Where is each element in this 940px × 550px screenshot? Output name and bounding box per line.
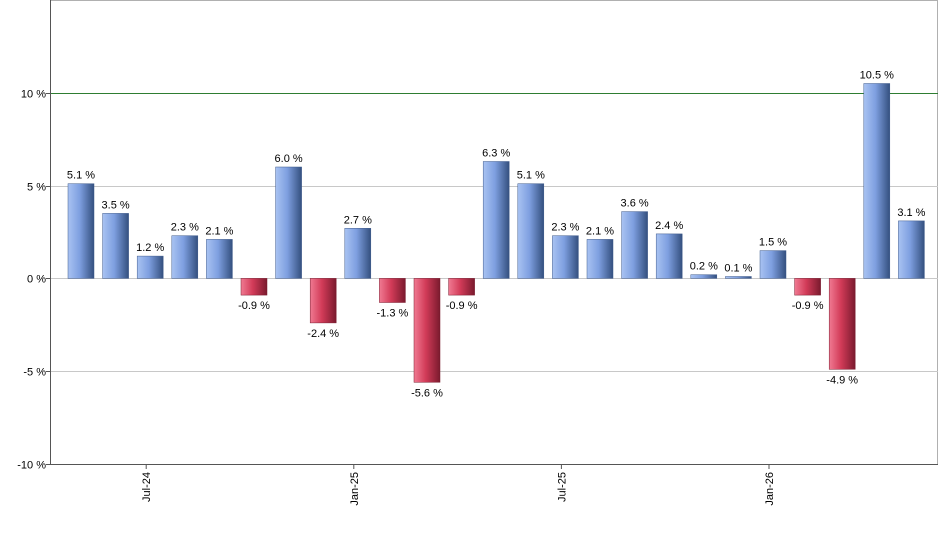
- data-label: 2.3 %: [551, 222, 579, 234]
- data-label: 3.1 %: [897, 207, 925, 219]
- bar: [552, 235, 579, 279]
- bar: [482, 161, 510, 279]
- data-label: 3.5 %: [102, 199, 130, 211]
- x-tick-label: Jul-25: [556, 472, 568, 502]
- data-label: 2.7 %: [344, 214, 372, 226]
- bar: [448, 278, 475, 296]
- bar: [655, 233, 683, 279]
- bar: [863, 83, 891, 279]
- bar: [898, 220, 925, 279]
- y-tick-label: 10 %: [21, 89, 46, 101]
- data-label: 1.5 %: [759, 237, 787, 249]
- data-label: 0.1 %: [724, 263, 752, 275]
- bar: [102, 213, 129, 279]
- bar: [794, 278, 821, 296]
- data-label: 1.2 %: [136, 242, 164, 254]
- data-label: 2.1 %: [586, 225, 614, 237]
- data-labels: 5.1 % 3.5 % 1.2 % 2.3 % 2.1 % -0.9 % 6.0 % -2.4…: [67, 70, 926, 400]
- y-tick-label: -5 %: [23, 367, 46, 379]
- bar: [690, 274, 718, 279]
- data-label: -2.4 %: [307, 328, 339, 340]
- bar: [828, 278, 856, 370]
- data-label: 2.3 %: [171, 222, 199, 234]
- bar: [621, 211, 648, 279]
- data-label: 6.3 %: [482, 148, 510, 160]
- data-label: -4.9 %: [826, 374, 858, 386]
- bars: [67, 83, 925, 383]
- data-label: -0.9 %: [238, 300, 270, 312]
- bar: [517, 183, 545, 279]
- bar: [206, 239, 233, 279]
- bar: [240, 278, 268, 296]
- y-tick-label: -10 %: [17, 460, 46, 472]
- data-label: 0.2 %: [690, 261, 718, 273]
- data-label: 5.1 %: [517, 170, 545, 182]
- data-label: 2.1 %: [205, 225, 233, 237]
- data-label: 6.0 %: [275, 153, 303, 165]
- x-tick-label: Jan-25: [349, 472, 361, 506]
- data-label: -0.9 %: [792, 300, 824, 312]
- data-label: 3.6 %: [621, 198, 649, 210]
- bar: [275, 166, 302, 279]
- axes: -10 % -5 % 0 % 5 % 10 % Jul-24 Jan-25 Jul-25 Jan…: [17, 0, 938, 506]
- data-label: 2.4 %: [655, 220, 683, 232]
- data-label: 10.5 %: [860, 70, 894, 82]
- bar: [67, 183, 95, 279]
- bar: [586, 239, 614, 279]
- y-tick-label: 5 %: [27, 182, 46, 194]
- bar: [344, 228, 372, 279]
- bar: [309, 278, 337, 324]
- y-tick-label: 0 %: [27, 274, 46, 286]
- x-tick-label: Jul-24: [141, 472, 153, 502]
- bar: [413, 278, 441, 383]
- data-label: 5.1 %: [67, 170, 95, 182]
- bar: [759, 250, 787, 279]
- bar: [379, 278, 406, 303]
- data-label: -0.9 %: [446, 300, 478, 312]
- bar: [136, 255, 164, 279]
- data-label: -5.6 %: [411, 387, 443, 399]
- bar: [725, 276, 752, 279]
- x-tick-label: Jan-26: [764, 472, 776, 506]
- bar: [171, 235, 199, 279]
- data-label: -1.3 %: [377, 308, 409, 320]
